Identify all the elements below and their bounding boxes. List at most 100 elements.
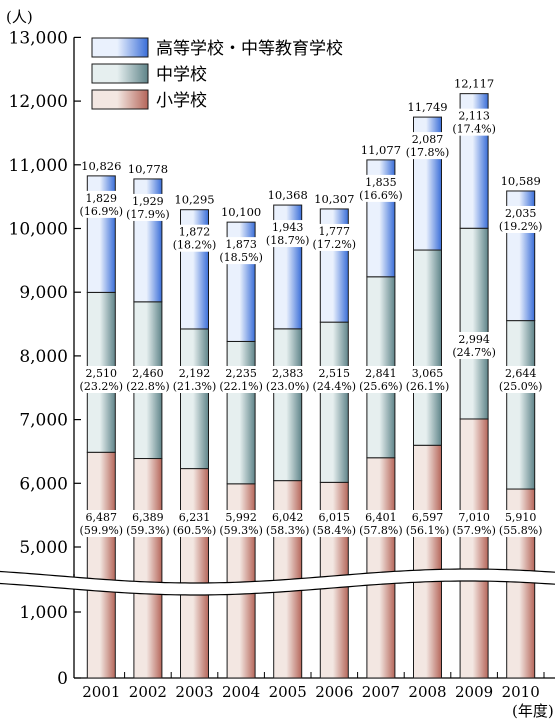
segment-value-label: 2,035 (505, 207, 537, 220)
segment-value-label: 2,994 (458, 333, 490, 346)
segment-value-label: 7,010 (458, 511, 490, 524)
y-tick-label: 7,000 (19, 411, 68, 431)
x-tick-label: 2005 (269, 683, 307, 701)
segment-percent-label: (57.8%) (359, 524, 403, 537)
x-tick-label: 2004 (222, 683, 260, 701)
segment-value-label: 5,910 (505, 511, 537, 524)
label-backing (455, 510, 494, 537)
total-label: 10,100 (221, 205, 261, 219)
segment-value-label: 6,389 (132, 511, 164, 524)
x-tick-label: 2003 (175, 683, 213, 701)
segment-percent-label: (58.4%) (313, 524, 357, 537)
segment-value-label: 5,992 (225, 511, 257, 524)
y-tick-label: 9,000 (19, 283, 68, 303)
segment-percent-label: (17.2%) (313, 238, 357, 251)
segment-percent-label: (57.9%) (452, 524, 496, 537)
segment-value-label: 3,065 (412, 367, 444, 380)
label-backing (268, 510, 307, 537)
legend-label: 小学校 (156, 91, 207, 111)
x-tick-label: 2010 (502, 683, 540, 701)
segment-percent-label: (22.8%) (126, 380, 170, 393)
bar-segment (459, 418, 489, 679)
bar-segment (319, 321, 349, 483)
segment-value-label: 2,510 (86, 367, 118, 380)
total-label: 10,589 (501, 174, 541, 188)
label-backing (315, 510, 354, 537)
segment-value-label: 1,873 (225, 238, 257, 251)
segment-percent-label: (19.2%) (499, 220, 543, 233)
label-backing (128, 510, 167, 537)
segment-percent-label: (18.2%) (173, 239, 217, 252)
label-backing (408, 366, 447, 393)
segment-value-label: 2,460 (132, 367, 164, 380)
segment-percent-label: (23.2%) (80, 380, 124, 393)
total-label: 12,117 (454, 77, 494, 91)
segment-value-label: 2,841 (365, 367, 397, 380)
x-tick-label: 2002 (129, 683, 167, 701)
label-backing (82, 366, 121, 393)
segment-percent-label: (17.8%) (406, 146, 450, 159)
label-backing (361, 510, 400, 537)
y-tick-label: 6,000 (19, 474, 68, 494)
segment-value-label: 2,644 (505, 367, 537, 380)
label-backing (268, 366, 307, 393)
y-tick-label: 10,000 (9, 220, 68, 240)
segment-value-label: 2,192 (179, 367, 211, 380)
segment-percent-label: (59.3%) (126, 524, 170, 537)
label-backing (455, 332, 494, 359)
axis-break-line-top (0, 568, 555, 584)
segment-value-label: 1,943 (272, 221, 304, 234)
bar-segment (86, 451, 116, 679)
axis-break (0, 568, 555, 596)
segment-value-label: 2,087 (412, 133, 444, 146)
x-tick-label: 2006 (315, 683, 353, 701)
label-backing (82, 190, 121, 218)
segment-percent-label: (24.4%) (313, 380, 357, 393)
segment-value-label: 2,235 (225, 367, 257, 380)
label-backing (175, 366, 214, 393)
label-backing (408, 132, 447, 160)
bar-segment (366, 457, 396, 679)
total-label: 10,368 (268, 188, 308, 202)
segment-percent-label: (25.6%) (359, 380, 403, 393)
y-tick-label: 13,000 (9, 28, 68, 48)
legend-swatch (91, 37, 149, 58)
label-backing (315, 366, 354, 393)
segment-percent-label: (59.9%) (80, 524, 124, 537)
label-backing (222, 510, 261, 537)
axis-break-band (0, 569, 555, 595)
segment-value-label: 2,113 (458, 110, 490, 123)
label-backing (222, 237, 261, 265)
segment-value-label: 2,383 (272, 367, 304, 380)
label-backing (361, 366, 400, 393)
segment-percent-label: (59.3%) (219, 524, 263, 537)
label-backing (175, 510, 214, 537)
y-tick-label: 0 (57, 669, 68, 689)
label-backing (501, 510, 540, 537)
label-backing (222, 366, 261, 393)
segment-percent-label: (22.1%) (219, 380, 263, 393)
segment-value-label: 6,015 (319, 511, 351, 524)
x-tick-label: 2007 (362, 683, 400, 701)
bar-segment (133, 458, 163, 679)
segment-value-label: 1,835 (365, 176, 397, 189)
segment-percent-label: (56.1%) (406, 524, 450, 537)
label-backing (175, 224, 214, 252)
y-tick-label: 12,000 (9, 92, 68, 112)
label-backing (82, 510, 121, 537)
axis-break-line-bottom (0, 580, 555, 596)
segment-percent-label: (18.7%) (266, 234, 310, 247)
bar-segment (180, 468, 209, 679)
segment-percent-label: (60.5%) (173, 524, 217, 537)
bar-segment (459, 227, 489, 420)
bar-segment (226, 340, 256, 485)
label-backing (501, 205, 540, 233)
total-label: 10,295 (174, 193, 214, 207)
segment-value-label: 1,872 (179, 226, 211, 239)
segment-percent-label: (16.9%) (80, 205, 124, 218)
y-axis: 0 1,000 5,000 6,000 7,000 8,000 9,000 10,000 11,… (9, 28, 555, 701)
label-backing (361, 174, 400, 202)
segment-value-label: 6,487 (86, 511, 118, 524)
